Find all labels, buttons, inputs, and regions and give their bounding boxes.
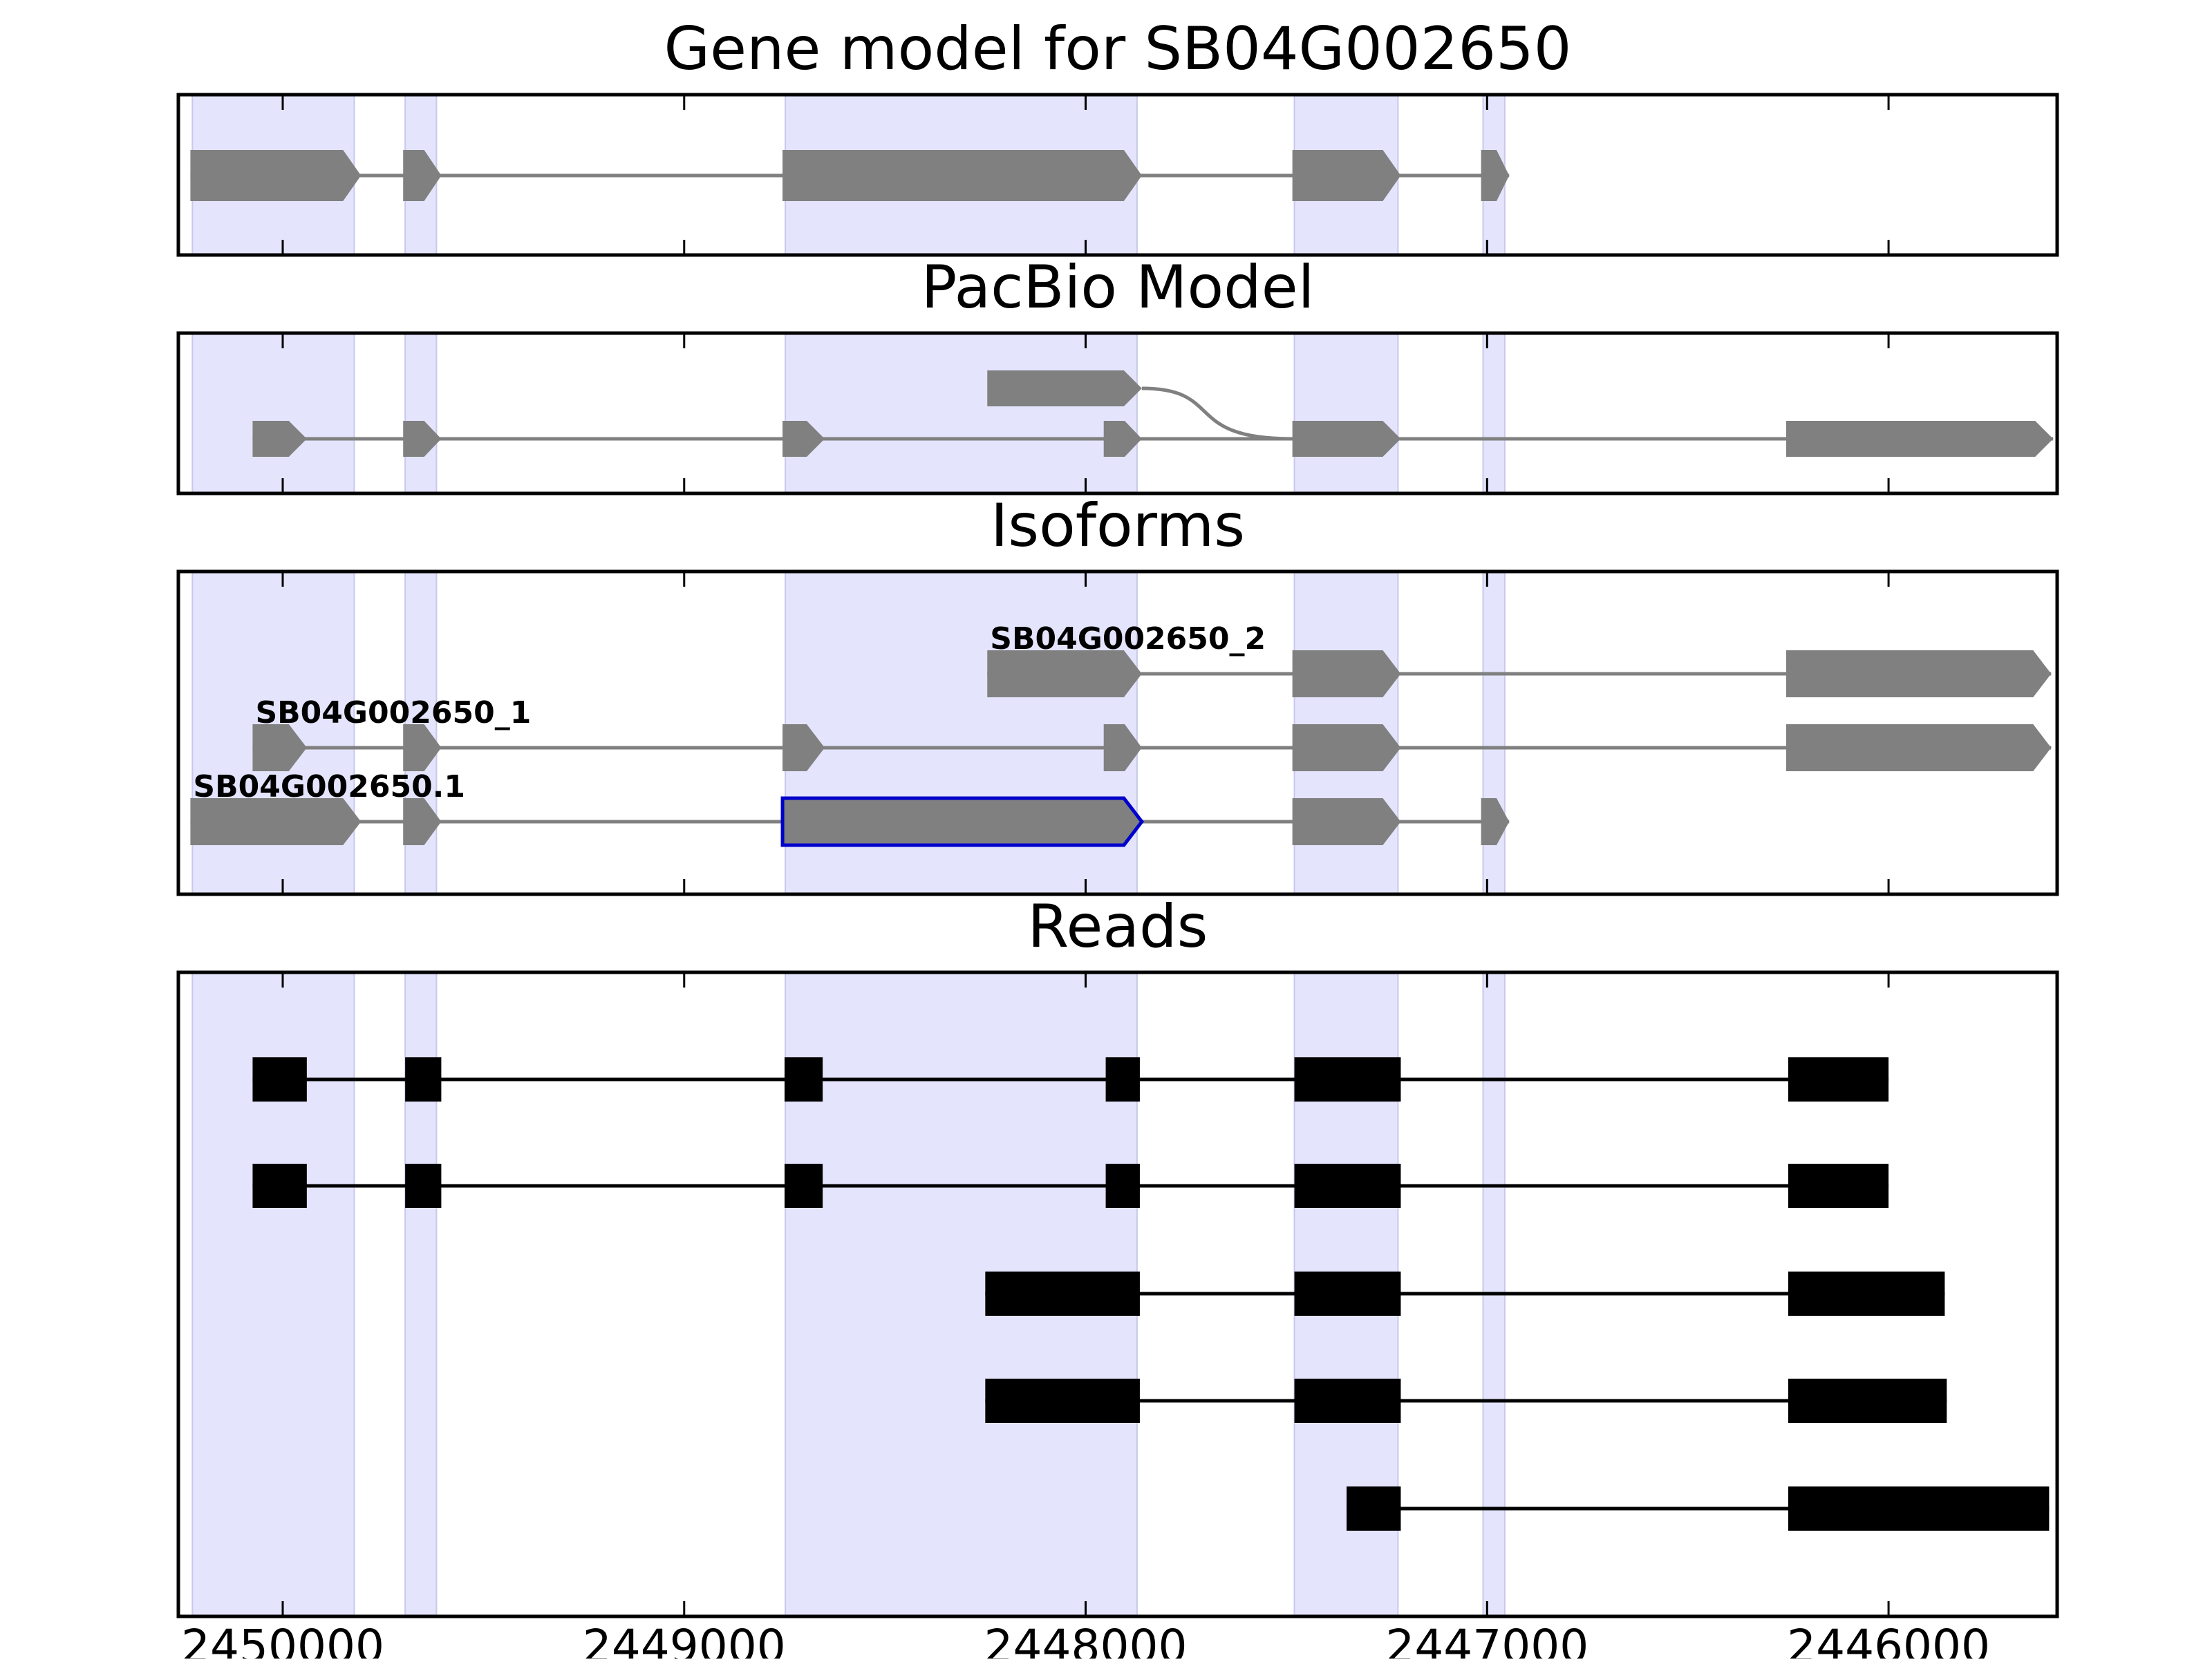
exon-arrow [1292,724,1401,771]
read-exon [985,1272,1140,1316]
isoform-label: SB04G002650_1 [255,695,531,730]
exon-arrow [1785,650,2052,697]
read-exon [1294,1379,1401,1423]
read-exon [405,1164,442,1208]
exon-arrow [190,150,362,201]
exon-arrow [1481,798,1510,845]
read-exon [1788,1486,2050,1531]
read-exon [784,1164,823,1208]
panel-title: Reads [1028,892,1208,961]
highlight-band [1482,571,1506,895]
exon-arrow [1292,798,1401,845]
tick-label: 2446000 [1787,1620,1990,1659]
highlight-band [191,332,355,494]
exon-arrow [1292,421,1401,457]
read-exon [1105,1057,1140,1102]
exon-arrow [252,724,307,771]
panel-frame [176,569,2059,896]
exon-arrow [1785,421,2054,457]
isoform-label: SB04G002650_2 [990,621,1266,657]
read-exon [1788,1272,1945,1316]
panel-frame [176,970,2059,1618]
read-exon [1294,1164,1401,1208]
highlight-band [785,332,1138,494]
exon-arrow [1103,724,1142,771]
read-exon [1788,1057,1889,1102]
read-exon [784,1057,823,1102]
highlight-band [404,332,438,494]
exon-arrow [1292,650,1401,697]
read-exon [252,1164,307,1208]
read-exon [1105,1164,1140,1208]
exon-arrow [1785,724,2052,771]
read-exon [1788,1164,1889,1208]
exon-arrow [987,370,1142,406]
exon-arrow [782,421,825,457]
tick-label: 2448000 [984,1620,1188,1659]
highlight-band [1482,332,1506,494]
highlight-band [1293,332,1399,494]
exon-arrow [987,650,1142,697]
exon-arrow [190,798,362,845]
read-exon [405,1057,442,1102]
exon-arrow [780,796,1144,847]
read-exon [985,1379,1140,1423]
exon-arrow [782,150,1142,201]
exon-arrow [403,421,442,457]
panel-title: PacBio Model [921,253,1314,322]
exon-arrow [1103,421,1142,457]
read-exon [1294,1057,1401,1102]
read-exon [1788,1379,1947,1423]
panel-title: Isoforms [991,491,1245,560]
panel-frame [176,331,2059,495]
exon-arrow [403,724,442,771]
branch-connector [1141,386,1293,441]
read-exon [252,1057,307,1102]
panel-frame [176,93,2059,257]
exon-arrow [252,421,307,457]
exon-arrow [403,150,442,201]
isoform-label: SB04G002650.1 [193,769,465,804]
tick-label: 2447000 [1385,1620,1588,1659]
panel-title: Gene model for SB04G002650 [664,15,1572,84]
exon-arrow [782,724,825,771]
exon-arrow [403,798,442,845]
tick-label: 2449000 [583,1620,786,1659]
read-exon [1294,1272,1401,1316]
exon-arrow [1292,150,1401,201]
read-exon [1347,1486,1401,1531]
exon-arrow [1481,150,1510,201]
tick-label: 2450000 [181,1620,384,1659]
